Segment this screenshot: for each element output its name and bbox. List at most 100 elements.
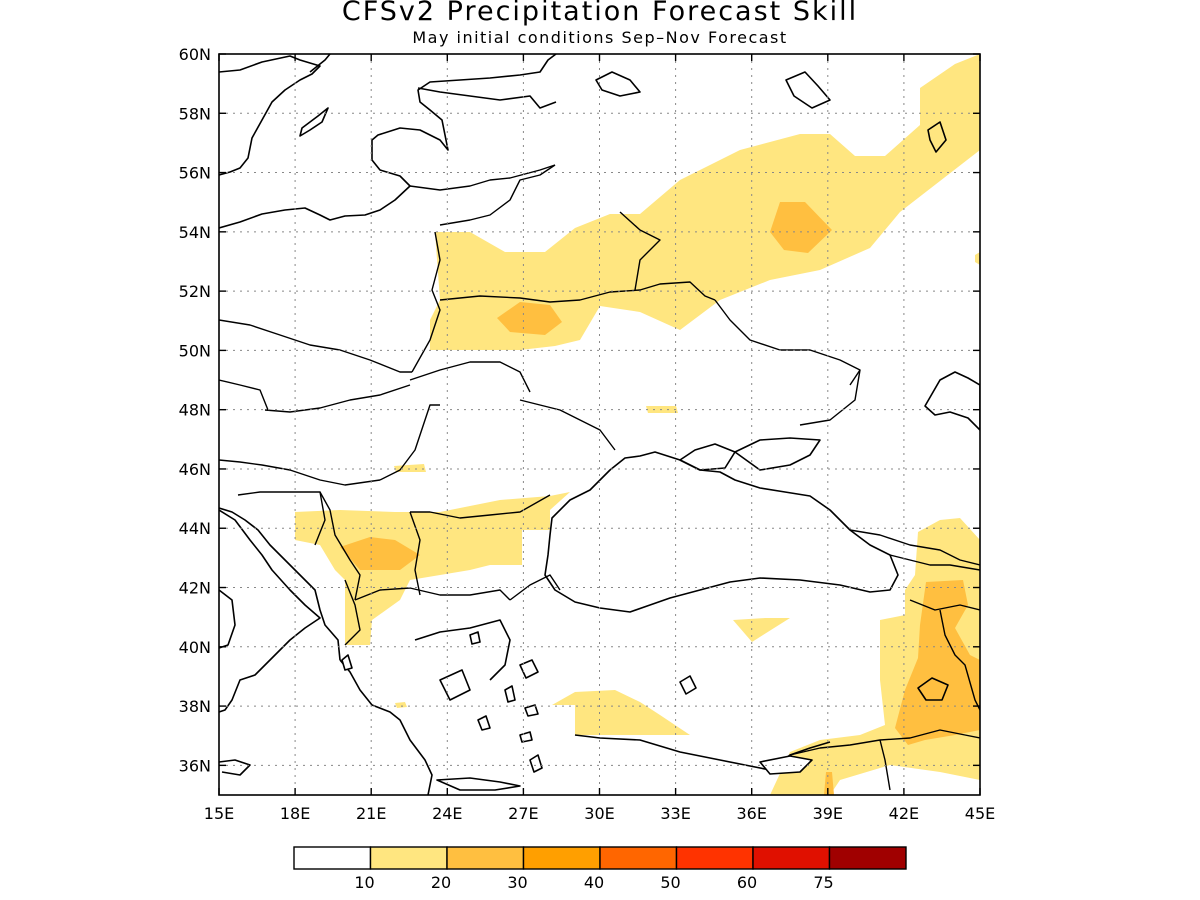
border-hungary-romania xyxy=(379,404,440,481)
border-belarus-russia xyxy=(439,164,556,226)
shade-central-anatolia xyxy=(733,618,790,642)
page-subtitle: May initial conditions Sep–Nov Forecast xyxy=(412,28,788,47)
lat-tick-label: 58N xyxy=(179,104,211,123)
lon-tick-label: 39E xyxy=(813,804,843,823)
island-thasos xyxy=(469,631,481,645)
colorbar-swatch xyxy=(599,846,678,870)
colorbar-label: 40 xyxy=(584,873,604,892)
island-crete xyxy=(436,777,521,791)
border-serbia-kosovo xyxy=(319,491,361,601)
skill-shading-20-30 xyxy=(340,202,980,795)
lat-tick-label: 44N xyxy=(179,519,211,538)
lon-tick-label: 18E xyxy=(280,804,310,823)
coast-gulf-of-finland xyxy=(417,87,557,109)
coast-lake-onega xyxy=(785,71,831,109)
lat-tick-label: 50N xyxy=(179,341,211,360)
lat-tick-label: 52N xyxy=(179,282,211,301)
coast-lake-van xyxy=(917,677,949,701)
shade-aegean-anatolia xyxy=(552,690,690,735)
border-bulgaria-north-macedonia xyxy=(409,511,421,596)
coast-sardinia xyxy=(219,589,236,649)
colorbar: 10 20 30 40 50 60 75 xyxy=(293,846,907,892)
lon-tick-label: 15E xyxy=(204,804,234,823)
coast-aegean-north xyxy=(414,619,511,681)
colorbar-swatch xyxy=(752,846,831,870)
lat-tick-label: 42N xyxy=(179,579,211,598)
lon-tick-label: 33E xyxy=(660,804,690,823)
lat-tick-label: 60N xyxy=(179,45,211,64)
map-area xyxy=(219,54,980,795)
coast-gulf-of-bothnia xyxy=(309,54,331,73)
shade-balkans xyxy=(295,492,570,645)
border-slovenia-croatia xyxy=(219,459,381,486)
colorbar-label: 30 xyxy=(507,873,527,892)
lon-tick-label: 24E xyxy=(432,804,462,823)
border-austria xyxy=(219,379,269,411)
border-turkey-bulgaria xyxy=(509,574,561,601)
border-poland-belarus-ukraine xyxy=(411,231,441,373)
coast-sicily xyxy=(219,759,251,776)
shade-east-edge-small xyxy=(975,252,980,265)
island-rhodes xyxy=(529,754,543,773)
border-croatia-bosnia xyxy=(237,491,326,546)
page-title: CFSv2 Precipitation Forecast Skill xyxy=(341,0,859,27)
coast-black-sea xyxy=(544,451,899,613)
latitude-axis: 60N 58N 56N 54N 52N 50N 48N 46N 44N 42N 40N 38N 36N xyxy=(179,45,980,775)
lon-tick-label: 21E xyxy=(356,804,386,823)
border-belarus-ukraine xyxy=(439,281,716,303)
colorbar-label: 75 xyxy=(813,873,833,892)
coast-baltic-south xyxy=(219,54,557,229)
border-greece-north xyxy=(354,587,511,601)
shade-east-europe-band xyxy=(430,54,980,350)
coast-gotland xyxy=(299,107,329,137)
island-chios xyxy=(504,685,516,703)
lat-tick-label: 40N xyxy=(179,638,211,657)
coast-italy xyxy=(219,509,321,713)
border-albania xyxy=(344,579,361,646)
border-armenia-azerbaijan xyxy=(909,599,980,611)
coast-turkey-south xyxy=(574,734,831,771)
colorbar-label: 10 xyxy=(354,873,374,892)
border-belarus-russia-east xyxy=(619,211,661,291)
colorbar-swatch xyxy=(446,846,525,870)
island-lesbos xyxy=(519,659,539,679)
aegean-islands xyxy=(341,631,813,791)
lon-tick-label: 45E xyxy=(965,804,995,823)
shade-belarus-russia-max xyxy=(770,202,832,253)
lat-tick-label: 48N xyxy=(179,401,211,420)
border-romania-serbia-bulgaria xyxy=(410,494,551,519)
lon-tick-label: 36E xyxy=(736,804,766,823)
border-turkey-syria-iraq xyxy=(789,729,980,756)
island-naxos xyxy=(477,715,491,731)
lat-tick-label: 36N xyxy=(179,756,211,775)
colorbar-swatch xyxy=(369,846,448,870)
colorbar-label: 20 xyxy=(431,873,451,892)
border-romania-ukraine xyxy=(409,361,531,393)
border-turkey-georgia xyxy=(889,554,980,571)
shade-east-turkey-max xyxy=(895,580,980,745)
border-russia-georgia xyxy=(849,529,980,566)
map-gridlines xyxy=(219,54,980,795)
coast-greece xyxy=(339,659,433,795)
island-samos xyxy=(524,704,539,717)
lat-tick-label: 46N xyxy=(179,460,211,479)
lat-tick-label: 56N xyxy=(179,164,211,183)
longitude-axis: 15E 18E 21E 24E 27E 30E 33E 36E 39E 42E 45E xyxy=(204,54,995,823)
lon-tick-label: 27E xyxy=(508,804,538,823)
shade-hungary-small xyxy=(394,464,426,472)
coast-adriatic-east xyxy=(219,507,341,661)
coast-caspian xyxy=(924,371,980,431)
lon-tick-label: 42E xyxy=(889,804,919,823)
lat-tick-label: 38N xyxy=(179,697,211,716)
lat-tick-label: 54N xyxy=(179,223,211,242)
coast-lake-ladoga xyxy=(595,71,641,97)
colorbar-label: 50 xyxy=(660,873,680,892)
coast-scandinavia xyxy=(219,55,321,176)
coast-lake-tuz xyxy=(679,675,697,695)
shade-adriatic-small xyxy=(395,702,407,708)
colorbar-swatch xyxy=(675,846,754,870)
border-syria-iraq xyxy=(879,739,891,791)
coast-gorky-reservoir xyxy=(927,121,947,153)
